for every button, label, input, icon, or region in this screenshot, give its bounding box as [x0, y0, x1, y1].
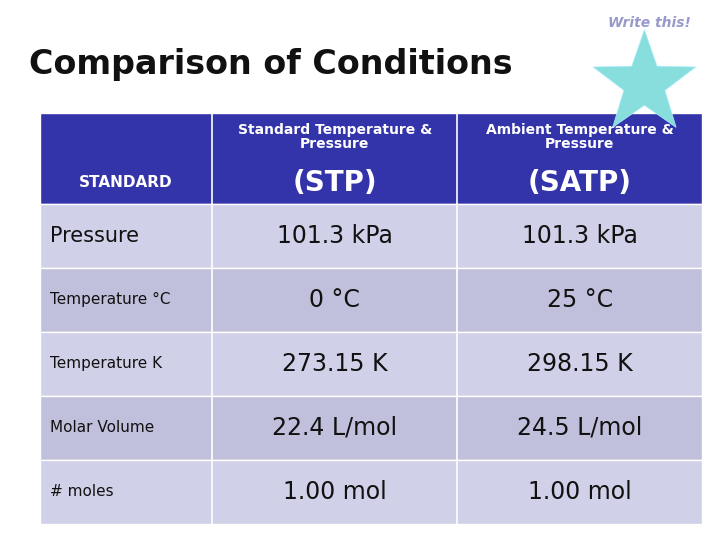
Text: Standard Temperature &: Standard Temperature &: [238, 123, 432, 137]
Text: Temperature °C: Temperature °C: [50, 292, 171, 307]
Text: 298.15 K: 298.15 K: [527, 352, 632, 376]
Text: Molar Volume: Molar Volume: [50, 420, 155, 435]
Text: (SATP): (SATP): [528, 169, 631, 197]
Text: Pressure: Pressure: [300, 137, 369, 151]
Text: 101.3 kPa: 101.3 kPa: [277, 224, 392, 248]
Text: 25 °C: 25 °C: [546, 288, 613, 312]
Text: 1.00 mol: 1.00 mol: [283, 480, 387, 504]
Text: 0 °C: 0 °C: [310, 288, 360, 312]
Text: 273.15 K: 273.15 K: [282, 352, 387, 376]
Text: Ambient Temperature &: Ambient Temperature &: [486, 123, 673, 137]
Text: 24.5 L/mol: 24.5 L/mol: [517, 416, 642, 440]
Text: STANDARD: STANDARD: [79, 175, 173, 190]
Text: Temperature K: Temperature K: [50, 356, 163, 371]
Text: Comparison of Conditions: Comparison of Conditions: [29, 48, 513, 81]
Text: # moles: # moles: [50, 484, 114, 500]
Text: 22.4 L/mol: 22.4 L/mol: [272, 416, 397, 440]
Text: Pressure: Pressure: [545, 137, 614, 151]
Text: 101.3 kPa: 101.3 kPa: [522, 224, 637, 248]
Text: 1.00 mol: 1.00 mol: [528, 480, 631, 504]
Text: Write this!: Write this!: [608, 16, 691, 30]
Text: Pressure: Pressure: [50, 226, 140, 246]
Text: (STP): (STP): [292, 169, 377, 197]
